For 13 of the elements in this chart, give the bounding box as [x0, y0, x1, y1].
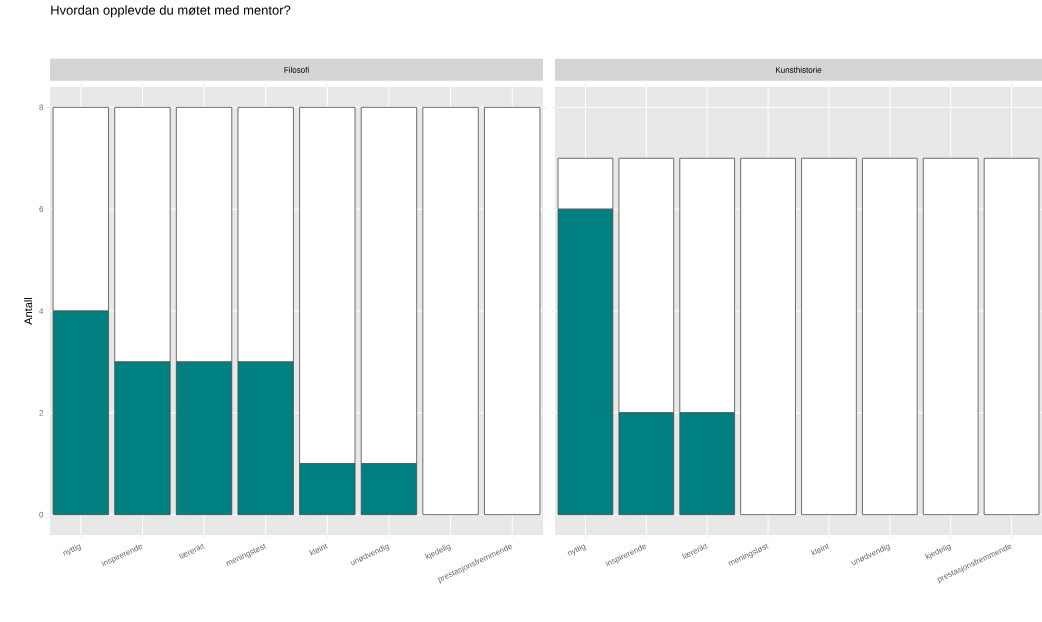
y-tick-label: 2 [39, 410, 44, 416]
chart-subtitle: Filosofi [284, 66, 309, 73]
x-tick-label: kleint [309, 543, 328, 556]
y-tick-label: 6 [39, 206, 44, 213]
y-tick-label: 4 [39, 308, 44, 314]
y-tick-label: 8 [39, 104, 44, 111]
chart-title: Hvordan opplevde du møtet med mentor? [51, 5, 291, 18]
y-axis-title: Antall [24, 297, 33, 325]
x-tick-label: kleint [810, 543, 830, 556]
x-tick-label: nyttig [567, 544, 586, 556]
x-tick-label: nyttig [62, 544, 82, 556]
y-tick-label: 0 [39, 511, 44, 518]
chart-subtitle: Kunsthistorie [776, 66, 822, 73]
